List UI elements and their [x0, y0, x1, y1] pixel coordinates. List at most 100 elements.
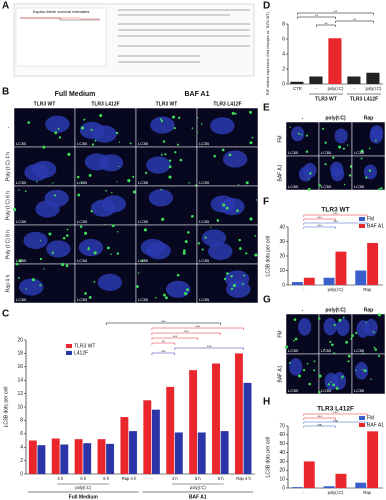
nucleus: [44, 189, 69, 207]
puncta: [188, 182, 191, 184]
nucleus: [334, 128, 348, 144]
y-tick-label: 8: [20, 418, 23, 424]
puncta: [54, 194, 57, 197]
puncta: [360, 149, 364, 153]
puncta: [323, 348, 326, 351]
bar: [355, 482, 367, 488]
nucleus: [92, 125, 117, 143]
significance-bracket: [297, 16, 336, 19]
column-header: poly(I:C): [325, 115, 346, 121]
puncta: [164, 296, 168, 300]
puncta: [365, 321, 368, 324]
legend-swatch: [66, 344, 72, 348]
image-label: LC3B: [138, 297, 148, 302]
puncta: [374, 348, 378, 351]
significance-label: ***: [184, 329, 189, 334]
significance-bracket: [316, 24, 336, 27]
nucleus: [370, 125, 384, 141]
x-tick-label: poly(I:C): [328, 490, 344, 495]
puncta: [178, 116, 181, 119]
image-label: LC3B: [199, 219, 209, 224]
puncta: [162, 140, 166, 143]
puncta: [196, 131, 198, 133]
puncta: [355, 332, 358, 335]
column-header: TLR3 L412F: [91, 101, 119, 107]
bar: [290, 81, 304, 84]
puncta: [378, 355, 381, 358]
bar: [303, 461, 315, 488]
panel-label: D: [263, 1, 270, 12]
y-tick-label: 4: [282, 51, 285, 57]
puncta: [321, 127, 325, 130]
puncta: [184, 292, 188, 296]
significance-bracket: [151, 332, 221, 335]
puncta: [221, 148, 225, 152]
significance-bracket: [303, 222, 368, 225]
puncta: [168, 165, 172, 169]
nucleus: [336, 318, 350, 336]
column-group-header: Full Medium: [55, 91, 96, 98]
column-header: Rap: [364, 115, 373, 121]
significance-bracket: [151, 337, 198, 340]
puncta: [57, 127, 60, 130]
x-tick-label: -: [151, 476, 153, 481]
nucleus: [97, 273, 123, 291]
bar: [303, 277, 315, 285]
puncta: [87, 247, 90, 251]
puncta: [213, 154, 217, 158]
puncta: [347, 354, 351, 358]
legend-label: L412F: [74, 350, 88, 356]
y-tick-label: 10: [17, 404, 23, 410]
image-label: LC3B: [77, 219, 87, 224]
nucleus: [356, 320, 370, 338]
nucleus: [148, 189, 174, 207]
image-label: LC3B: [288, 388, 298, 393]
nucleus: [303, 162, 317, 178]
puncta: [39, 284, 42, 287]
panel-label: C: [2, 309, 9, 320]
y-tick-label: 60: [279, 432, 285, 438]
group-label: Full Medium: [69, 494, 99, 500]
nucleus: [298, 318, 312, 336]
puncta: [136, 285, 139, 288]
puncta: [301, 134, 303, 136]
puncta: [182, 251, 186, 255]
puncta: [99, 114, 103, 118]
puncta: [173, 127, 176, 130]
puncta: [346, 144, 349, 146]
significance-label: ***: [161, 349, 166, 354]
nucleus: [291, 126, 305, 142]
significance-label: **: [315, 13, 319, 18]
bar: [243, 382, 252, 474]
puncta: [324, 141, 327, 144]
nucleus: [323, 317, 337, 336]
bar: [212, 363, 220, 474]
image-label: LC3B: [138, 219, 148, 224]
puncta: [249, 217, 253, 221]
significance-bracket: [335, 20, 374, 23]
puncta: [368, 147, 371, 150]
column-header: poly(I:C): [325, 307, 346, 313]
column-header: Rap: [364, 307, 373, 313]
puncta: [159, 118, 162, 121]
puncta: [116, 181, 118, 183]
puncta: [25, 288, 27, 290]
puncta: [80, 182, 83, 184]
puncta: [245, 252, 248, 255]
y-tick-label: 18: [17, 351, 23, 357]
y-tick-label: 20: [279, 253, 285, 259]
y-tick-label: 10: [279, 476, 285, 482]
x-tick-label: 8 h: [103, 476, 109, 481]
puncta: [116, 231, 119, 233]
significance-label: **: [324, 21, 328, 26]
nucleus: [222, 150, 248, 168]
x-tick-label: Rap 4 h: [236, 476, 251, 481]
puncta: [171, 115, 175, 119]
puncta: [329, 340, 332, 343]
x-tick-label: 4 h: [57, 476, 63, 481]
puncta: [168, 175, 172, 179]
puncta: [191, 214, 194, 218]
puncta: [309, 172, 312, 175]
puncta: [231, 111, 235, 115]
puncta: [176, 273, 180, 277]
